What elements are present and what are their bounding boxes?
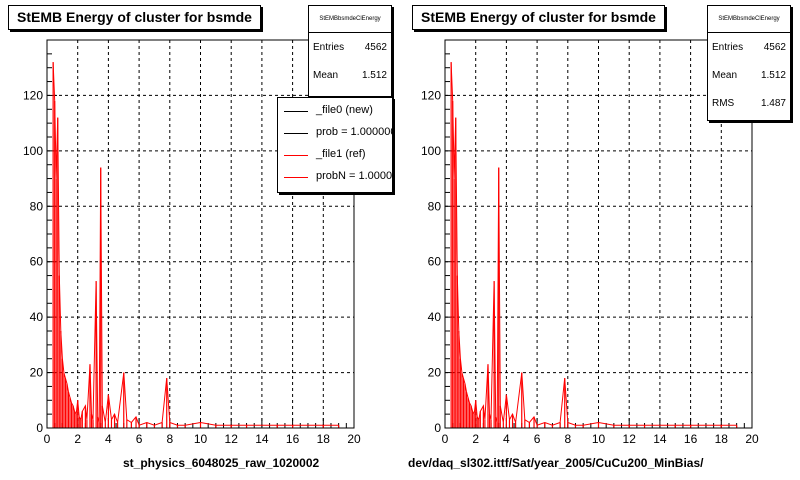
y-tick-label: 120 (421, 88, 441, 102)
right-stats-mean-key: Mean (712, 70, 738, 81)
right-plot-title: StEMB Energy of cluster for bsmde (412, 5, 665, 30)
left-stats-entries-key: Entries (313, 42, 345, 53)
right-histogram-pad: 0 2 4 6 8 10 12 14 16 18 20 0 20 40 60 80 100 120 StEMB E… (400, 0, 800, 480)
x-tick-label: 2 (74, 432, 81, 446)
right-stats-entries-value: 4562 (763, 42, 786, 53)
x-tick-label: 20 (347, 432, 361, 446)
left-stats-row-mean: Mean 1.512 (313, 69, 387, 83)
left-stats-box: StEMBbsmdeClEnergy Entries 4562 Mean 1.5… (308, 5, 392, 97)
plot-border (46, 39, 355, 429)
left-stats-entries-value: 4562 (364, 42, 387, 53)
x-tick-label: 2 (472, 432, 479, 446)
y-tick-label: 60 (30, 255, 44, 269)
legend-line-file0 (284, 111, 308, 112)
y-tick-label: 100 (421, 144, 441, 158)
x-tick-label: 12 (623, 432, 637, 446)
right-stats-name: StEMBbsmdeClEnergy (708, 6, 790, 33)
x-tick-label: 4 (503, 432, 510, 446)
legend-entry-file1: _file1 (ref) (278, 144, 392, 166)
left-x-caption: st_physics_6048025_raw_1020002 (123, 456, 320, 470)
right-x-caption: dev/daq_sl302.ittf/Sat/year_2005/CuCu200… (408, 456, 704, 470)
y-tick-label: 80 (30, 199, 44, 213)
right-stats-mean-value: 1.512 (760, 70, 786, 81)
legend-line-file1 (284, 155, 308, 156)
left-stats-mean-key: Mean (313, 70, 339, 81)
x-tick-label: 14 (255, 432, 269, 446)
right-stats-row-entries: Entries 4562 (712, 41, 786, 55)
plot-border (444, 39, 753, 429)
right-stats-row-rms: RMS 1.487 (712, 97, 786, 111)
legend-label-prob: prob = 1.000000 (316, 126, 393, 138)
right-histogram-plot: 0 2 4 6 8 10 12 14 16 18 20 0 20 40 60 80 100 120 (421, 39, 759, 446)
x-tick-label: 8 (564, 432, 571, 446)
right-stats-rms-key: RMS (712, 98, 735, 109)
x-tick-label: 20 (745, 432, 759, 446)
y-tick-label: 80 (428, 199, 442, 213)
histogram-outline (450, 62, 737, 426)
left-histogram-pad: 0 2 4 6 8 10 12 14 16 18 20 0 20 40 60 80 100 120 StEMB E… (8, 5, 393, 470)
x-tick-label: 18 (715, 432, 729, 446)
legend-entry-probn: probN = 1.000000 (278, 166, 392, 188)
x-tick-label: 18 (317, 432, 331, 446)
y-tick-label: 120 (23, 88, 43, 102)
y-tick-label: 100 (23, 144, 43, 158)
legend-label-file0: _file0 (new) (316, 104, 373, 116)
right-stats-entries-key: Entries (712, 42, 744, 53)
legend-label-probn: probN = 1.000000 (316, 170, 393, 182)
x-tick-label: 8 (166, 432, 173, 446)
legend-entry-file0: _file0 (new) (278, 100, 392, 122)
x-tick-label: 6 (534, 432, 541, 446)
y-tick-label: 40 (428, 310, 442, 324)
left-stats-row-entries: Entries 4562 (313, 41, 387, 55)
legend-entry-prob: prob = 1.000000 (278, 122, 392, 144)
x-tick-label: 16 (286, 432, 300, 446)
right-stats-box: StEMBbsmdeClEnergy Entries 4562 Mean 1.5… (707, 5, 791, 121)
legend-box: _file0 (new) prob = 1.000000 _file1 (ref… (277, 97, 393, 193)
y-tick-label: 0 (36, 421, 43, 435)
x-tick-label: 6 (136, 432, 143, 446)
y-tick-label: 40 (30, 310, 44, 324)
x-tick-label: 10 (194, 432, 208, 446)
x-tick-label: 0 (44, 432, 51, 446)
legend-line-probn (284, 177, 308, 178)
y-tick-label: 0 (434, 421, 441, 435)
right-stats-row-mean: Mean 1.512 (712, 69, 786, 83)
y-tick-label: 20 (30, 366, 44, 380)
left-plot-title: StEMB Energy of cluster for bsmde (8, 5, 261, 30)
left-stats-name: StEMBbsmdeClEnergy (309, 6, 391, 33)
x-tick-label: 16 (684, 432, 698, 446)
left-stats-mean-value: 1.512 (361, 70, 387, 81)
legend-label-file1: _file1 (ref) (316, 148, 366, 160)
y-tick-label: 20 (428, 366, 442, 380)
x-tick-label: 14 (653, 432, 667, 446)
legend-line-prob (284, 133, 308, 134)
y-tick-label: 60 (428, 255, 442, 269)
x-tick-label: 4 (105, 432, 112, 446)
x-tick-label: 10 (592, 432, 606, 446)
histogram-outline (52, 62, 339, 426)
x-tick-label: 12 (225, 432, 239, 446)
right-stats-rms-value: 1.487 (760, 98, 786, 109)
x-tick-label: 0 (442, 432, 449, 446)
